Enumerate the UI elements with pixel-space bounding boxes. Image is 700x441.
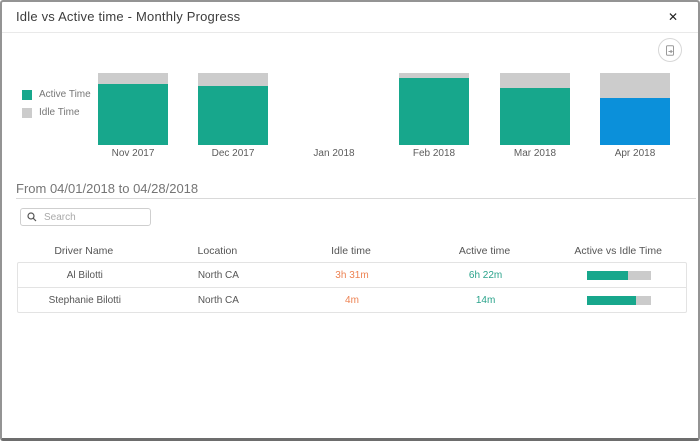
- col-header-idle-time: Idle time: [331, 245, 371, 257]
- bar-label-dec-2017: Dec 2017: [211, 148, 255, 159]
- col-header-active-vs-idle: Active vs Idle Time: [574, 245, 662, 257]
- bar-segment-idle: [500, 73, 570, 89]
- col-header-location: Location: [197, 245, 238, 257]
- table-row[interactable]: Al Bilotti North CA 3h 31m 6h 22m: [18, 263, 686, 287]
- active-vs-idle-bar: [587, 270, 652, 280]
- cell-location: North CA: [197, 269, 239, 281]
- cell-driver-name: Stephanie Bilotti: [48, 294, 121, 306]
- table-header-row: Driver Name Location Idle time Active ti…: [17, 245, 685, 257]
- bar-segment-active: [600, 98, 670, 145]
- idle-time-swatch: [22, 107, 32, 118]
- active-vs-idle-bar: [587, 295, 652, 305]
- bar-segment-active: [98, 83, 168, 145]
- bar-apr-2018[interactable]: [600, 73, 670, 145]
- bar-feb-2018[interactable]: [399, 73, 469, 145]
- legend-item-active: Active Time: [22, 89, 91, 100]
- cell-idle-time: 4m: [345, 294, 359, 306]
- bar-label-feb-2018: Feb 2018: [412, 148, 456, 159]
- bar-segment-idle: [198, 73, 268, 86]
- bar-segment-idle: [600, 73, 670, 99]
- search-box[interactable]: [20, 208, 151, 226]
- cell-active-time: 14m: [475, 294, 496, 306]
- col-header-driver-name: Driver Name: [54, 245, 114, 257]
- bar-label-apr-2018: Apr 2018: [614, 148, 656, 159]
- bar-segment-active: [198, 85, 268, 145]
- bar-segment-active: [399, 78, 469, 145]
- export-image-button[interactable]: [658, 38, 682, 62]
- active-vs-idle-fill: [587, 270, 629, 280]
- legend-label-idle: Idle Time: [39, 107, 80, 118]
- cell-idle-time: 3h 31m: [335, 269, 369, 281]
- bar-label-mar-2018: Mar 2018: [513, 148, 557, 159]
- cell-active-vs-idle: [552, 270, 686, 280]
- bar-mar-2018[interactable]: [500, 73, 570, 145]
- bar-nov-2017[interactable]: [98, 73, 168, 145]
- table-row[interactable]: Stephanie Bilotti North CA 4m 14m: [18, 287, 686, 312]
- cell-location: North CA: [197, 294, 239, 306]
- legend-item-idle: Idle Time: [22, 107, 91, 118]
- cell-active-vs-idle: [552, 295, 686, 305]
- bar-dec-2017[interactable]: [198, 73, 268, 145]
- period-divider: [16, 198, 696, 199]
- monthly-stacked-bar-chart: Active Time Idle Time Nov 2017 Dec 2017 Ja…: [2, 32, 698, 172]
- search-icon: [27, 212, 37, 222]
- bar-segment-idle: [399, 73, 469, 79]
- close-icon[interactable]: ✕: [667, 10, 679, 24]
- legend-label-active: Active Time: [39, 89, 91, 100]
- active-vs-idle-fill: [587, 295, 637, 305]
- cell-active-time: 6h 22m: [468, 269, 503, 281]
- dialog-header: Idle vs Active time - Monthly Progress ✕: [2, 2, 698, 33]
- chart-legend: Active Time Idle Time: [22, 89, 91, 125]
- bar-label-jan-2018: Jan 2018: [313, 148, 355, 159]
- cell-driver-name: Al Bilotti: [66, 269, 103, 281]
- col-header-active-time: Active time: [458, 245, 511, 257]
- dialog-title: Idle vs Active time - Monthly Progress: [16, 9, 241, 24]
- bar-segment-idle: [98, 73, 168, 84]
- bar-label-nov-2017: Nov 2017: [111, 148, 155, 159]
- export-image-icon: [665, 44, 674, 56]
- drivers-table: Al Bilotti North CA 3h 31m 6h 22m Stepha…: [17, 262, 687, 313]
- bar-segment-active: [500, 88, 570, 145]
- period-label: From 04/01/2018 to 04/28/2018: [16, 181, 199, 196]
- active-time-swatch: [22, 89, 32, 100]
- search-input[interactable]: [42, 210, 141, 224]
